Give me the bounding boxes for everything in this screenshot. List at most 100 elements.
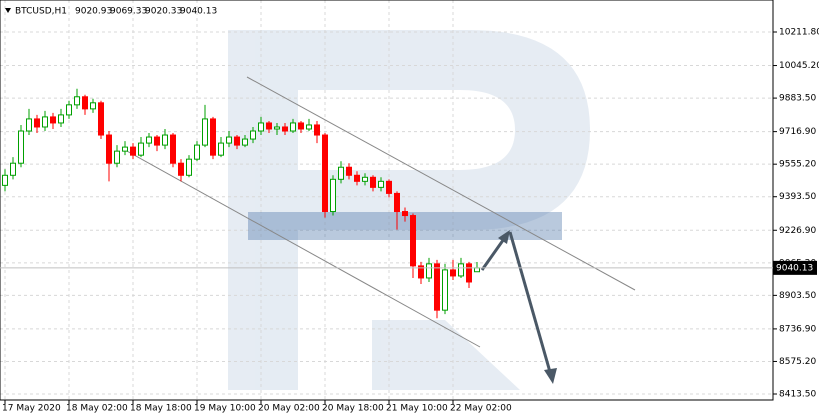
candle-body [282, 126, 288, 132]
candles [2, 88, 480, 319]
x-tick-label: 19 May 10:00 [194, 404, 256, 414]
candle-body [378, 180, 384, 188]
candle-body [178, 162, 184, 176]
candle-body [82, 96, 88, 110]
candle-body [258, 122, 264, 132]
x-tick-label: 18 May 02:00 [66, 404, 128, 414]
candle-body [250, 130, 256, 140]
candle-body [90, 102, 96, 110]
candle-body [418, 265, 424, 279]
candle-body [354, 174, 360, 182]
low: 9020.33 [145, 7, 182, 17]
arrow-up-head [498, 230, 510, 244]
x-tick-label: 20 May 02:00 [258, 404, 320, 414]
candle-body [306, 124, 312, 130]
arrow-up [480, 235, 508, 271]
candle-body [346, 166, 352, 176]
candle-body [106, 134, 112, 164]
close: 9040.13 [180, 7, 217, 17]
candle-body [394, 192, 400, 213]
candle-body [146, 136, 152, 144]
candle-body [34, 118, 40, 128]
channel-lower [124, 149, 481, 348]
candle-body [10, 162, 16, 176]
x-tick-label: 18 May 18:00 [130, 404, 192, 414]
y-tick-label: 10211.80 [779, 28, 819, 38]
candle-body [466, 263, 472, 283]
candle-body [50, 116, 56, 124]
candle-body [194, 144, 200, 160]
candle-body [474, 267, 480, 273]
candle-body [130, 146, 136, 156]
candle-body [426, 263, 432, 279]
grid [0, 0, 773, 400]
candle-body [218, 142, 224, 156]
candle-body [210, 118, 216, 156]
y-tick-label: 9393.50 [779, 192, 816, 202]
candle-body [2, 174, 8, 186]
symbol: BTCUSD,H1 [15, 7, 67, 17]
high: 9069.33 [110, 7, 147, 17]
candle-body [202, 118, 208, 146]
watermark-leg [372, 320, 520, 390]
candle-body [298, 122, 304, 130]
candle-body [434, 263, 440, 311]
x-tick-label: 21 May 10:00 [386, 404, 448, 414]
candle-body [266, 122, 272, 130]
y-tick-label: 9716.90 [779, 127, 816, 137]
candle-body [226, 136, 232, 144]
candle-body [450, 269, 456, 277]
header-icon [5, 8, 11, 13]
price-tag [773, 260, 817, 275]
candle-body [26, 118, 32, 132]
candle-body [234, 136, 240, 146]
candle-body [370, 176, 376, 188]
header: BTCUSD,H1 9020.93 9069.33 9020.33 9040.1… [5, 7, 217, 17]
open: 9020.93 [75, 7, 112, 17]
plot-border [0, 0, 774, 401]
forecast-arrow [480, 230, 557, 384]
candle-body [410, 215, 416, 267]
candle-body [74, 96, 80, 106]
candle-body [122, 146, 128, 152]
arrow-down-head [544, 368, 557, 384]
y-tick-label: 9226.90 [779, 226, 816, 236]
candle-body [98, 102, 104, 136]
x-tick-label: 17 May 2020 [2, 404, 61, 414]
candle-body [42, 116, 48, 128]
y-tick-label: 8413.50 [779, 390, 816, 400]
candle-body [186, 158, 192, 176]
x-tick-label: 22 May 02:00 [450, 404, 512, 414]
candle-body [154, 136, 160, 146]
watermark [228, 30, 590, 390]
candle-body [58, 114, 64, 124]
candle-body [330, 178, 336, 213]
candle-body [314, 124, 320, 136]
y-tick-label: 8736.90 [779, 324, 816, 334]
candle-body [18, 130, 24, 164]
watermark-bowl [298, 30, 590, 230]
candle-body [362, 176, 368, 182]
candle-body [442, 269, 448, 311]
candle-body [402, 211, 408, 217]
y-tick-label: 9883.50 [779, 94, 816, 104]
candle-body [162, 134, 168, 146]
candle-body [138, 142, 144, 156]
candle-body [386, 180, 392, 194]
y-tick-label: 10045.20 [779, 61, 819, 71]
candle-body [114, 150, 120, 164]
candle-body [170, 134, 176, 164]
candle-body [290, 122, 296, 132]
price-tag-label: 9040.13 [776, 263, 813, 273]
y-tick-label: 9555.20 [779, 160, 816, 170]
watermark-stem [228, 30, 298, 390]
candle-body [242, 138, 248, 146]
arrow-down [508, 231, 552, 373]
channel-upper [246, 76, 636, 291]
candle-body [274, 126, 280, 130]
y-tick-label: 8903.50 [779, 291, 816, 301]
candle-body [66, 104, 72, 116]
candle-body [322, 134, 328, 213]
